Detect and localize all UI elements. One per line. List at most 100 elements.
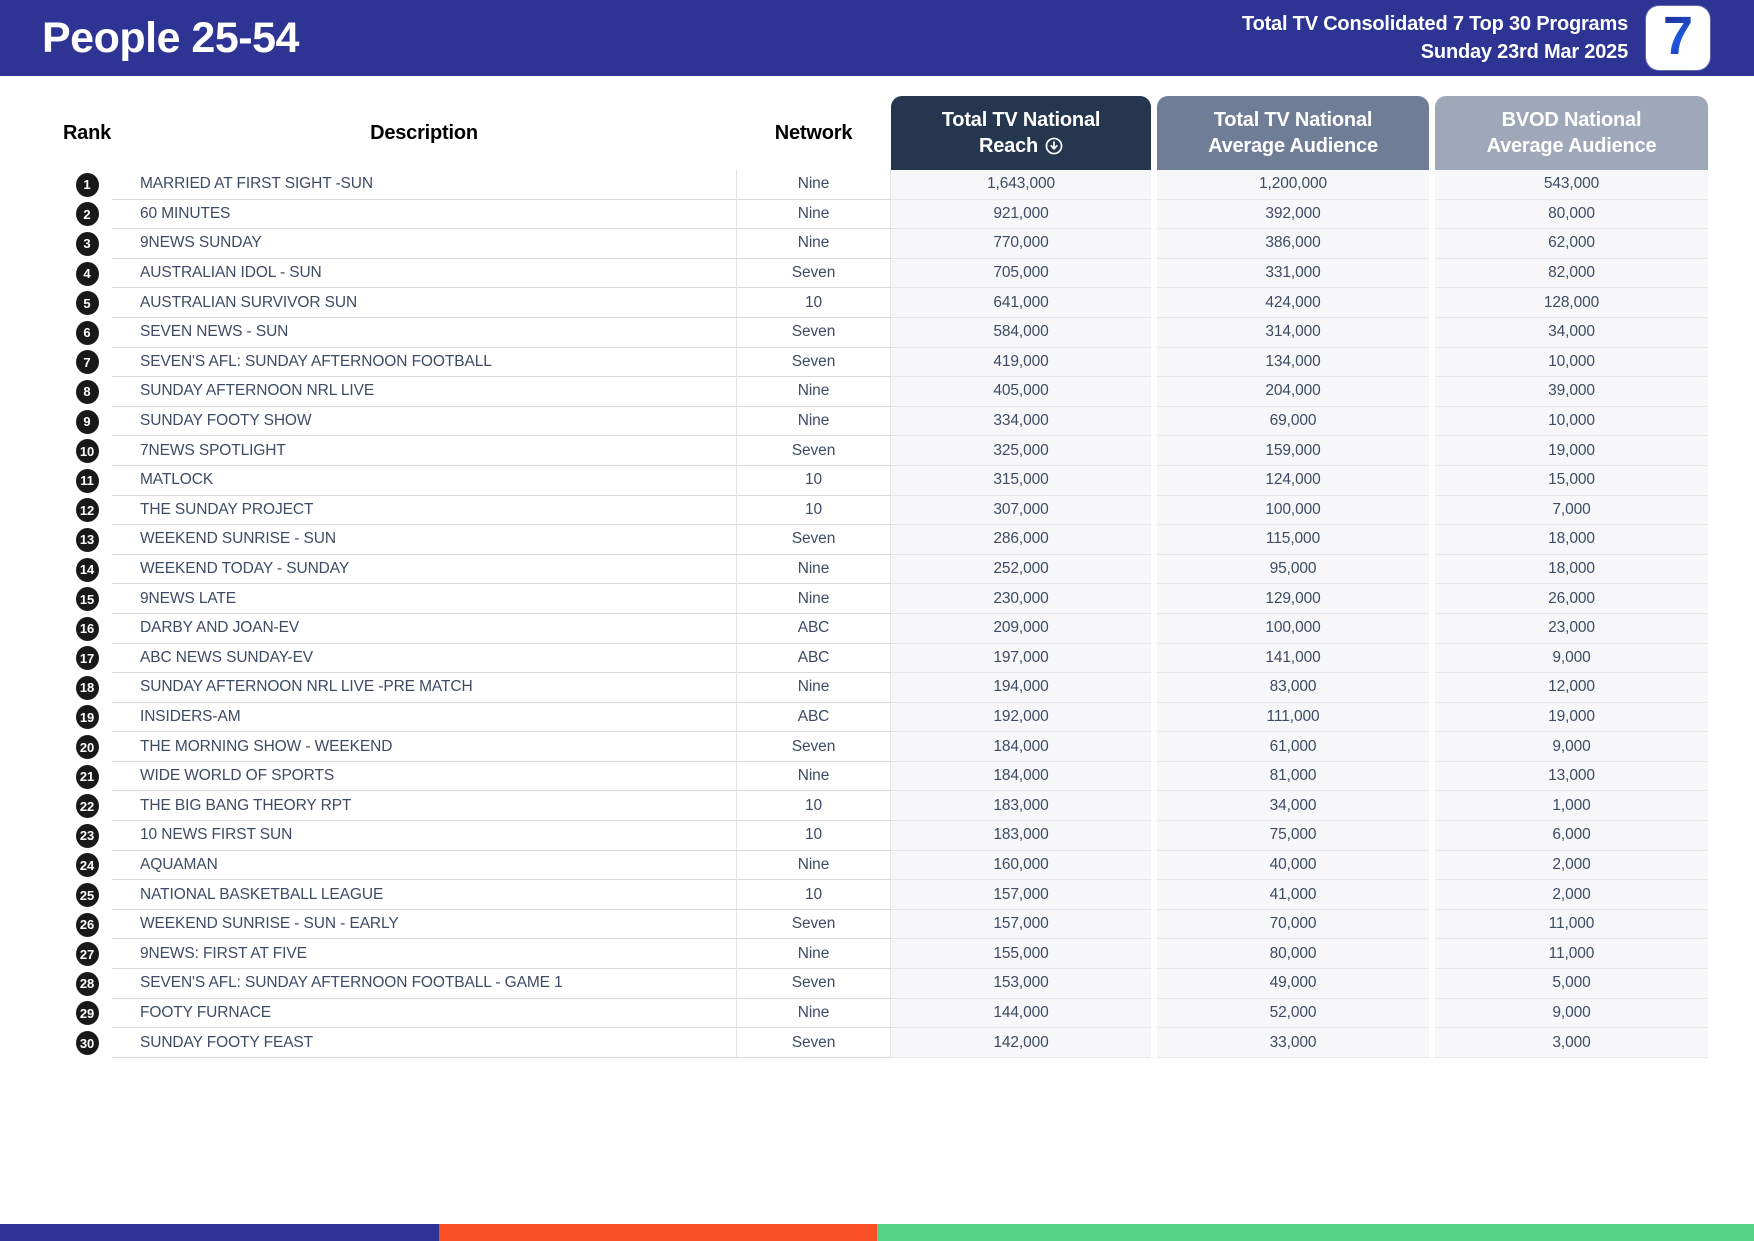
bvod-average-audience-value: 10,000 (1435, 406, 1708, 437)
total-tv-average-audience-value: 40,000 (1157, 850, 1429, 881)
bvod-average-audience-value: 9,000 (1435, 732, 1708, 762)
program-description: MARRIED AT FIRST SIGHT -SUN (112, 170, 736, 200)
total-tv-reach-value: 155,000 (891, 939, 1151, 970)
network-name: Seven (736, 732, 891, 762)
rank-cell: 22 (62, 791, 112, 821)
rank-cell: 29 (62, 999, 112, 1029)
rank-badge: 20 (75, 735, 99, 760)
total-tv-average-audience-value: 386,000 (1157, 229, 1429, 259)
table-row: 27 9NEWS: FIRST AT FIVE Nine 155,000 80,… (62, 939, 1708, 970)
table-row: 14 WEEKEND TODAY - SUNDAY Nine 252,000 9… (62, 554, 1708, 585)
total-tv-reach-value: 405,000 (891, 377, 1151, 407)
total-tv-reach-value: 307,000 (891, 495, 1151, 526)
network-name: Nine (736, 584, 891, 614)
table-row: 3 9NEWS SUNDAY Nine 770,000 386,000 62,0… (62, 229, 1708, 259)
program-description: SEVEN'S AFL: SUNDAY AFTERNOON FOOTBALL -… (112, 969, 736, 999)
bvod-average-audience-value: 12,000 (1435, 673, 1708, 703)
table-row: 8 SUNDAY AFTERNOON NRL LIVE Nine 405,000… (62, 377, 1708, 407)
bvod-average-audience-value: 19,000 (1435, 702, 1708, 733)
report-title: Total TV Consolidated 7 Top 30 Programs (1242, 13, 1628, 35)
network-name: Seven (736, 1028, 891, 1058)
rank-badge: 3 (75, 231, 99, 256)
network-name: 10 (736, 288, 891, 318)
rank-cell: 3 (62, 229, 112, 259)
bvod-average-audience-value: 26,000 (1435, 584, 1708, 614)
total-tv-average-audience-value: 41,000 (1157, 880, 1429, 910)
footer-bar-green-segment (877, 1224, 1754, 1241)
rank-cell: 26 (62, 910, 112, 940)
total-tv-reach-value: 157,000 (891, 880, 1151, 910)
table-row: 16 DARBY AND JOAN-EV ABC 209,000 100,000… (62, 613, 1708, 644)
network-name: Seven (736, 258, 891, 289)
bvod-average-audience-value: 1,000 (1435, 791, 1708, 822)
footer-bar-blue-segment (0, 1224, 439, 1241)
program-description: SUNDAY AFTERNOON NRL LIVE (112, 377, 736, 407)
sort-descending-icon (1045, 137, 1063, 155)
total-tv-reach-value: 705,000 (891, 258, 1151, 289)
network-name: Seven (736, 525, 891, 555)
top-banner: People 25-54 Total TV Consolidated 7 Top… (0, 0, 1754, 76)
rank-cell: 2 (62, 200, 112, 230)
header-line: Average Audience (1208, 135, 1378, 157)
total-tv-average-audience-value: 331,000 (1157, 258, 1429, 289)
bvod-average-audience-value: 82,000 (1435, 258, 1708, 289)
rank-cell: 19 (62, 703, 112, 733)
program-description: 9NEWS: FIRST AT FIVE (112, 939, 736, 970)
total-tv-average-audience-value: 70,000 (1157, 909, 1429, 940)
network-name: ABC (736, 702, 891, 733)
column-header-rank: Rank (62, 121, 112, 144)
column-header-total-tv-average-audience: Total TV National Average Audience (1157, 96, 1429, 170)
bvod-average-audience-value: 2,000 (1435, 880, 1708, 910)
total-tv-average-audience-value: 141,000 (1157, 643, 1429, 674)
table-row: 7 SEVEN'S AFL: SUNDAY AFTERNOON FOOTBALL… (62, 347, 1708, 378)
rank-badge: 19 (75, 705, 99, 730)
total-tv-average-audience-value: 81,000 (1157, 761, 1429, 792)
total-tv-average-audience-value: 159,000 (1157, 436, 1429, 466)
network-name: Nine (736, 199, 891, 230)
rank-cell: 4 (62, 259, 112, 289)
rank-cell: 17 (62, 644, 112, 674)
table-row: 21 WIDE WORLD OF SPORTS Nine 184,000 81,… (62, 761, 1708, 792)
network-name: ABC (736, 643, 891, 674)
rank-cell: 16 (62, 614, 112, 644)
table-row: 6 SEVEN NEWS - SUN Seven 584,000 314,000… (62, 317, 1708, 348)
rank-cell: 8 (62, 377, 112, 407)
network-name: 10 (736, 465, 891, 496)
table-row: 20 THE MORNING SHOW - WEEKEND Seven 184,… (62, 732, 1708, 762)
total-tv-average-audience-value: 111,000 (1157, 702, 1429, 733)
total-tv-average-audience-value: 1,200,000 (1157, 170, 1429, 200)
total-tv-average-audience-value: 124,000 (1157, 465, 1429, 496)
program-description: AQUAMAN (112, 851, 736, 881)
bvod-average-audience-value: 34,000 (1435, 317, 1708, 348)
rank-cell: 23 (62, 821, 112, 851)
total-tv-reach-value: 142,000 (891, 1028, 1151, 1058)
total-tv-average-audience-value: 204,000 (1157, 377, 1429, 407)
total-tv-reach-value: 184,000 (891, 732, 1151, 762)
rank-badge: 15 (75, 587, 99, 612)
rank-cell: 24 (62, 851, 112, 881)
bvod-average-audience-value: 23,000 (1435, 613, 1708, 644)
header-line: Total TV National (941, 109, 1101, 131)
table-row: 4 AUSTRALIAN IDOL - SUN Seven 705,000 33… (62, 258, 1708, 289)
program-description: INSIDERS-AM (112, 703, 736, 733)
total-tv-reach-value: 183,000 (891, 791, 1151, 822)
rank-cell: 13 (62, 525, 112, 555)
table-row: 26 WEEKEND SUNRISE - SUN - EARLY Seven 1… (62, 909, 1708, 940)
program-description: 7NEWS SPOTLIGHT (112, 436, 736, 466)
program-description: 9NEWS LATE (112, 584, 736, 614)
bvod-average-audience-value: 39,000 (1435, 377, 1708, 407)
program-description: WIDE WORLD OF SPORTS (112, 762, 736, 792)
rank-badge: 2 (75, 202, 99, 227)
rank-badge: 8 (75, 379, 99, 404)
rank-badge: 29 (75, 1001, 99, 1026)
network-name: Nine (736, 998, 891, 1029)
network-name: Nine (736, 406, 891, 437)
table-row: 9 SUNDAY FOOTY SHOW Nine 334,000 69,000 … (62, 406, 1708, 437)
total-tv-average-audience-value: 134,000 (1157, 347, 1429, 378)
bvod-average-audience-value: 80,000 (1435, 199, 1708, 230)
program-description: 9NEWS SUNDAY (112, 229, 736, 259)
table-row: 19 INSIDERS-AM ABC 192,000 111,000 19,00… (62, 702, 1708, 733)
rank-cell: 6 (62, 318, 112, 348)
rank-badge: 25 (75, 883, 99, 908)
bvod-average-audience-value: 19,000 (1435, 436, 1708, 466)
